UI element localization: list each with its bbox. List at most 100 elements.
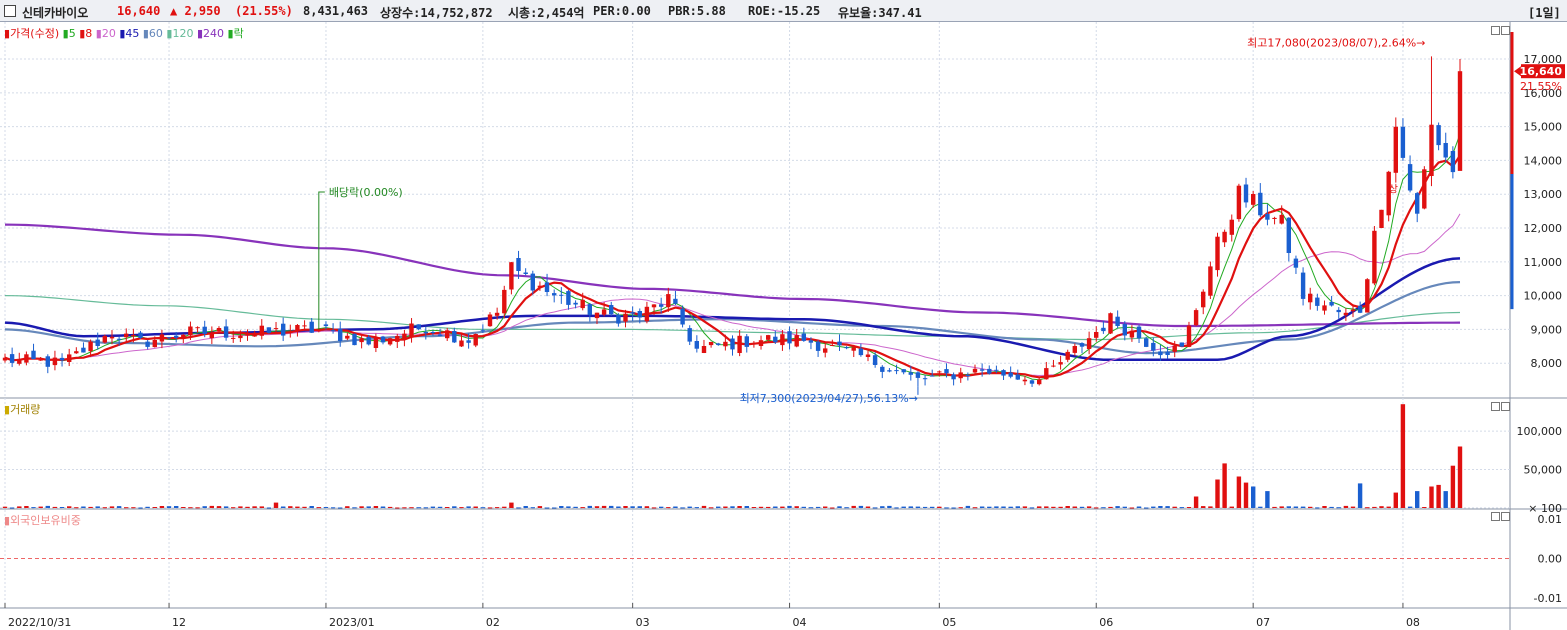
volume-pane-minimize-button[interactable]: [1491, 402, 1500, 411]
volume-bar: [1101, 507, 1106, 509]
volume-bar: [930, 506, 935, 508]
stock-checkbox[interactable]: [4, 5, 16, 17]
volume-bar: [452, 506, 457, 508]
ma-legend-item-60: ▮60: [142, 27, 167, 40]
volume-bar: [409, 507, 414, 509]
candle-body: [1101, 327, 1106, 332]
candle-body: [1079, 343, 1085, 347]
volume-bar: [1051, 506, 1056, 508]
stock-chart[interactable]: 8,000 9,000 10,000 11,000 12,000 13,000 14,000…: [0, 22, 1567, 630]
volume-bar: [1293, 506, 1299, 508]
volume-bar: [908, 506, 913, 508]
volume-bar: [666, 507, 671, 509]
volume-bar: [659, 506, 664, 508]
volume-bar: [316, 507, 321, 509]
volume-bar: [1457, 446, 1463, 508]
candle-body: [552, 293, 557, 296]
volume-bar: [1436, 484, 1441, 508]
volume-bar: [1108, 506, 1113, 508]
date-tick-label: 08: [1406, 616, 1420, 629]
price-tick-label: 10,000: [1524, 290, 1563, 303]
candle-body: [223, 326, 229, 338]
volume-bar: [922, 506, 928, 508]
candle-body: [416, 324, 421, 330]
stock-name: 신테카바이오: [22, 6, 89, 20]
volume-pane-maximize-button[interactable]: [1501, 402, 1510, 411]
candle-body: [987, 368, 992, 374]
date-tick-label: 12: [172, 616, 186, 629]
volume-bar: [1136, 506, 1142, 508]
volume-bar: [445, 507, 450, 508]
volume-bar: [987, 506, 992, 508]
price-pane-maximize-button[interactable]: [1501, 26, 1510, 35]
volume-bar: [1193, 496, 1199, 508]
candle-body: [195, 327, 200, 329]
candle-body: [209, 333, 214, 339]
volume-bar: [1443, 491, 1448, 508]
volume-bar: [31, 507, 36, 509]
volume-bar: [502, 506, 507, 508]
price-tick-label: 14,000: [1524, 154, 1563, 167]
volume-bar: [216, 506, 222, 508]
volume-bar: [1236, 476, 1242, 508]
volume-bar: [972, 507, 978, 509]
reserve-ratio: 유보율:347.41: [838, 6, 922, 20]
period-selector[interactable]: [1일]: [1528, 6, 1561, 20]
candle-body: [994, 369, 999, 371]
volume-bar: [1265, 491, 1270, 508]
candle-body: [787, 331, 792, 344]
foreign-pane-minimize-button[interactable]: [1491, 512, 1500, 521]
volume-bar: [152, 507, 157, 508]
candle-body: [452, 331, 457, 343]
price-legend-label: 가격(수정): [10, 27, 60, 40]
volume-bar: [623, 506, 628, 508]
volume-bar: [24, 506, 29, 508]
candle-body: [537, 285, 543, 288]
candle-body: [1015, 374, 1020, 380]
candle-body: [31, 350, 36, 360]
price-pane-minimize-button[interactable]: [1491, 26, 1500, 35]
candle-body: [395, 336, 400, 342]
volume-bar: [273, 502, 279, 508]
candle-body: [1165, 351, 1170, 355]
volume-bar: [423, 507, 428, 509]
volume-bar: [1015, 506, 1020, 508]
volume-bar: [1022, 506, 1028, 508]
volume-bar: [45, 505, 50, 508]
candle-body: [1193, 310, 1199, 326]
volume-bar: [195, 507, 200, 509]
volume-bar: [159, 506, 165, 508]
volume-bar: [266, 507, 272, 509]
candle-body: [1379, 209, 1384, 228]
candle-body: [38, 359, 43, 361]
candle-body: [145, 341, 150, 347]
volume-bar: [837, 506, 842, 508]
candle-body: [808, 340, 814, 343]
ma-legend-item-5: ▮5: [62, 27, 80, 40]
foreign-pane-maximize-button[interactable]: [1501, 512, 1510, 521]
volume-bar: [958, 507, 963, 509]
volume-bar: [1336, 507, 1341, 509]
last-price-label: 16,640: [1520, 65, 1563, 78]
volume-bar: [309, 506, 314, 508]
price-tick-label: 9,000: [1531, 323, 1563, 336]
candle-body: [1044, 368, 1049, 380]
candle-body: [1422, 169, 1427, 209]
candle-body: [1001, 370, 1006, 376]
volume-bar: [1058, 506, 1063, 508]
candle-body: [188, 326, 193, 336]
volume-bar: [1215, 479, 1220, 508]
candle-body: [758, 340, 764, 346]
candle-body: [516, 258, 521, 271]
volume-bar: [245, 506, 250, 508]
volume-bar: [352, 507, 357, 509]
volume-bar: [1179, 507, 1184, 509]
candle-body: [487, 314, 493, 327]
volume-bar: [1308, 506, 1313, 508]
volume-bar: [202, 506, 207, 508]
volume-bar: [109, 506, 115, 508]
candle-body: [1151, 342, 1156, 351]
volume-bar: [915, 506, 921, 508]
volume-bar: [174, 506, 179, 508]
candle-body: [723, 341, 728, 347]
